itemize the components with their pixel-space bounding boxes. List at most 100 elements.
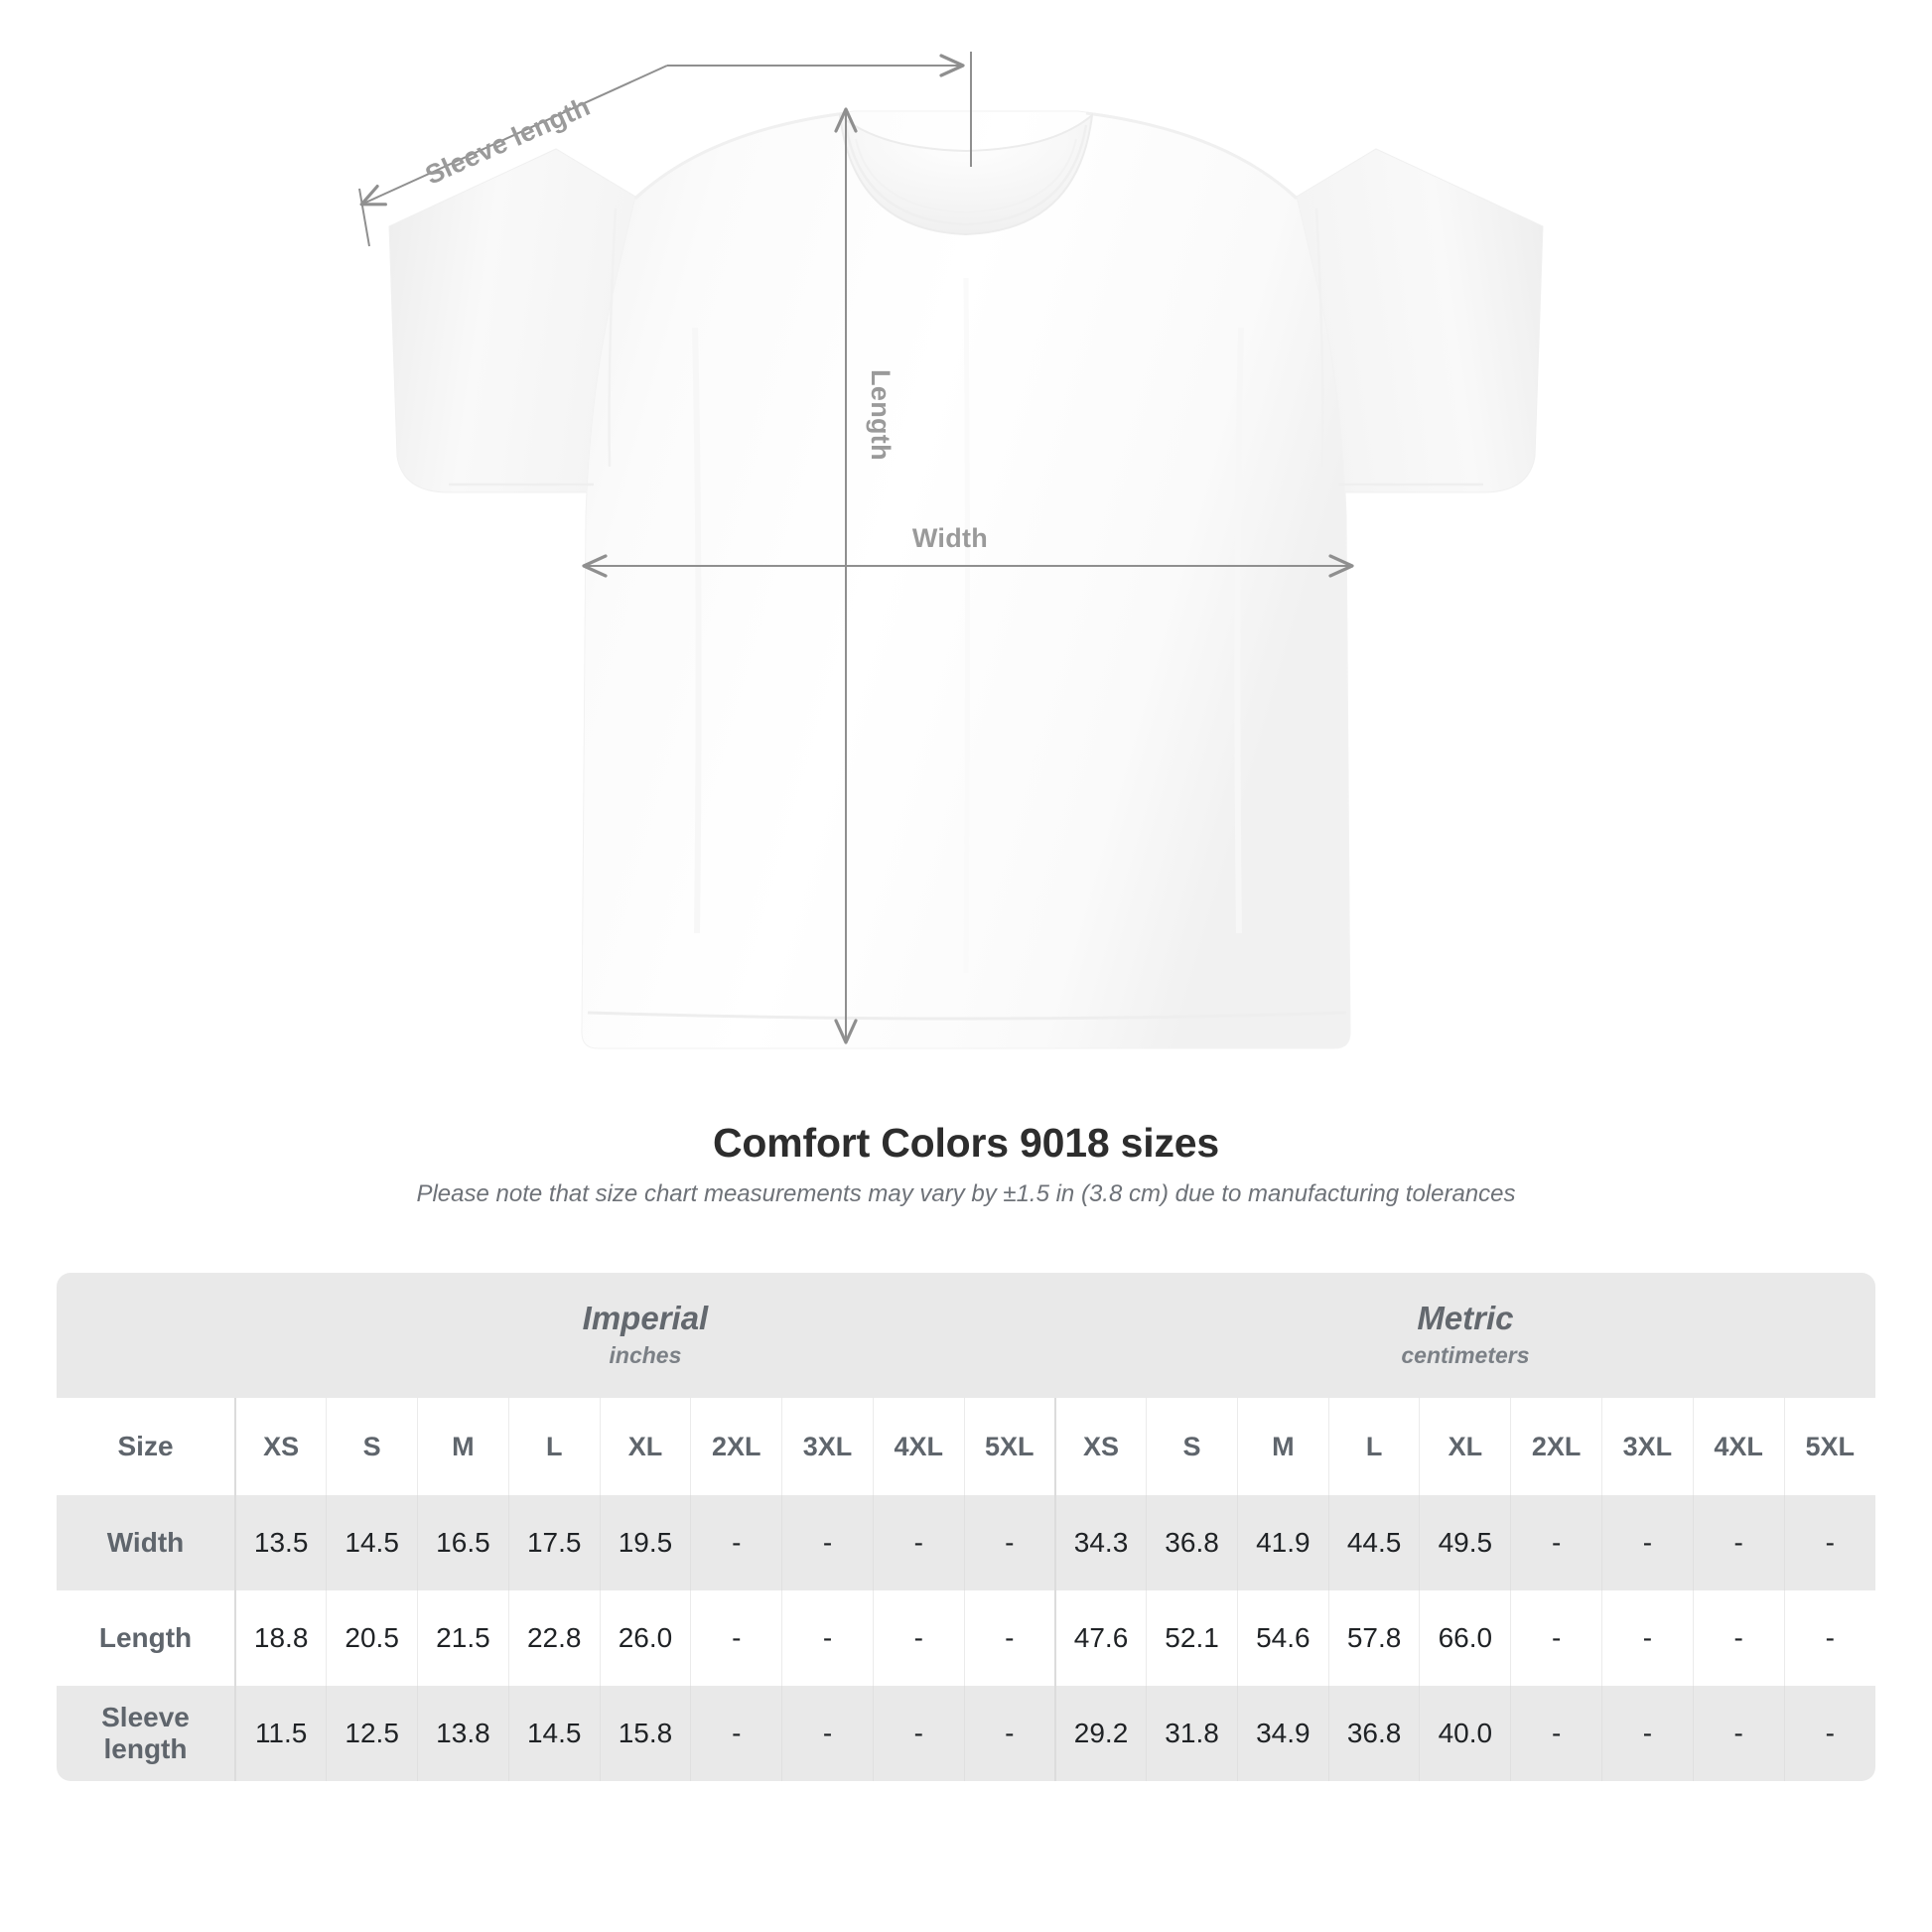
cell-metric-length-xl: 66.0 <box>1419 1590 1511 1686</box>
cell-metric-sleeve-length-xs: 29.2 <box>1053 1686 1147 1781</box>
cell-metric-length-2xl: - <box>1510 1590 1602 1686</box>
cell-metric-sleeve-length-4xl: - <box>1692 1686 1785 1781</box>
cell-imperial-width-3xl: - <box>781 1495 874 1590</box>
fabric-fold-right <box>1234 327 1244 934</box>
table-row: Length 18.8 20.5 21.5 22.8 26.0- - - -47.6 52.1 54… <box>57 1590 1875 1686</box>
unit-metric-sub: centimeters <box>1401 1342 1530 1369</box>
row-label-width: Width <box>57 1495 236 1590</box>
tshirt-illustration-svg: Sleeve length Length Width <box>358 52 1544 1049</box>
chart-header: Comfort Colors 9018 sizes Please note th… <box>0 1120 1932 1209</box>
size-header-imperial-2xl: 2XL <box>690 1398 782 1495</box>
size-header-imperial-5xl: 5XL <box>963 1398 1055 1495</box>
collar-stitch-outer <box>844 124 1088 226</box>
cell-imperial-sleeve-length-2xl: - <box>690 1686 782 1781</box>
cell-imperial-width-xl: 19.5 <box>599 1495 691 1590</box>
cell-metric-length-3xl: - <box>1601 1590 1694 1686</box>
fabric-fold-center <box>963 277 970 974</box>
right-armhole-seam <box>1314 207 1324 468</box>
cell-imperial-width-4xl: - <box>872 1495 965 1590</box>
size-header-metric-2xl: 2XL <box>1510 1398 1602 1495</box>
size-header-imperial-l: L <box>507 1398 601 1495</box>
sleeve-length-tick-left <box>358 188 370 247</box>
row-label-sleeve-length: Sleeve length <box>57 1686 236 1781</box>
cell-metric-width-s: 36.8 <box>1146 1495 1238 1590</box>
cell-imperial-sleeve-length-l: 14.5 <box>507 1686 601 1781</box>
table-head: Imperial inches Metric centimeters Size … <box>57 1273 1875 1495</box>
width-label: Width <box>912 523 988 553</box>
cell-metric-length-4xl: - <box>1692 1590 1785 1686</box>
cell-imperial-length-l: 22.8 <box>507 1590 601 1686</box>
row-label-length: Length <box>57 1590 236 1686</box>
size-header-imperial-m: M <box>417 1398 509 1495</box>
cell-metric-width-5xl: - <box>1783 1495 1875 1590</box>
fabric-fold-left <box>692 327 702 934</box>
cell-imperial-length-4xl: - <box>872 1590 965 1686</box>
cell-imperial-sleeve-length-5xl: - <box>963 1686 1055 1781</box>
cell-metric-sleeve-length-s: 31.8 <box>1146 1686 1238 1781</box>
cell-imperial-width-m: 16.5 <box>417 1495 509 1590</box>
cell-metric-length-m: 54.6 <box>1236 1590 1329 1686</box>
cell-imperial-width-l: 17.5 <box>507 1495 601 1590</box>
unit-metric-name: Metric <box>1417 1300 1514 1337</box>
page-subtitle: Please note that size chart measurements… <box>416 1180 1516 1208</box>
bottom-hem-stitch <box>587 1011 1347 1021</box>
cell-metric-length-l: 57.8 <box>1327 1590 1420 1686</box>
size-header-metric-4xl: 4XL <box>1692 1398 1785 1495</box>
cell-imperial-length-m: 21.5 <box>417 1590 509 1686</box>
page-title: Comfort Colors 9018 sizes <box>713 1120 1219 1166</box>
cell-metric-width-2xl: - <box>1510 1495 1602 1590</box>
cell-imperial-sleeve-length-s: 12.5 <box>326 1686 418 1781</box>
size-header-imperial-4xl: 4XL <box>872 1398 965 1495</box>
unit-imperial-name: Imperial <box>582 1300 709 1337</box>
cell-metric-width-l: 44.5 <box>1327 1495 1420 1590</box>
sleeve-length-arrow-line <box>359 65 668 207</box>
cell-imperial-width-xs: 13.5 <box>234 1495 327 1590</box>
size-header-imperial-xs: XS <box>234 1398 327 1495</box>
table-row: Sleeve length 11.5 12.5 13.8 14.5 15.8- - - -29.… <box>57 1686 1875 1781</box>
cell-metric-sleeve-length-2xl: - <box>1510 1686 1602 1781</box>
size-header-metric-5xl: 5XL <box>1783 1398 1875 1495</box>
cell-metric-length-s: 52.1 <box>1146 1590 1238 1686</box>
size-chart-table: Imperial inches Metric centimeters Size … <box>57 1273 1875 1781</box>
size-header-metric-xs: XS <box>1053 1398 1147 1495</box>
cell-metric-length-5xl: - <box>1783 1590 1875 1686</box>
cell-metric-sleeve-length-l: 36.8 <box>1327 1686 1420 1781</box>
cell-metric-width-xs: 34.3 <box>1053 1495 1147 1590</box>
cell-imperial-sleeve-length-3xl: - <box>781 1686 874 1781</box>
cell-metric-sleeve-length-5xl: - <box>1783 1686 1875 1781</box>
cell-imperial-length-xl: 26.0 <box>599 1590 691 1686</box>
cell-imperial-sleeve-length-4xl: - <box>872 1686 965 1781</box>
unit-metric-cell: Metric centimeters <box>1054 1273 1875 1398</box>
cell-imperial-length-xs: 18.8 <box>234 1590 327 1686</box>
cell-metric-width-4xl: - <box>1692 1495 1785 1590</box>
cell-metric-length-xs: 47.6 <box>1053 1590 1147 1686</box>
cell-imperial-width-2xl: - <box>690 1495 782 1590</box>
cell-imperial-sleeve-length-m: 13.8 <box>417 1686 509 1781</box>
size-header-metric-xl: XL <box>1419 1398 1511 1495</box>
tshirt-garment <box>388 110 1544 1049</box>
size-header-row: Size XS S M L XL 2XL 3XL 4XL 5XL XS S M L XL 2XL 3XL 4XL… <box>57 1398 1875 1495</box>
cell-metric-width-3xl: - <box>1601 1495 1694 1590</box>
size-chart-table-container: Imperial inches Metric centimeters Size … <box>57 1273 1875 1781</box>
cell-imperial-length-s: 20.5 <box>326 1590 418 1686</box>
size-header-metric-s: S <box>1146 1398 1238 1495</box>
size-header-imperial-xl: XL <box>599 1398 691 1495</box>
cell-imperial-width-5xl: - <box>963 1495 1055 1590</box>
cell-imperial-width-s: 14.5 <box>326 1495 418 1590</box>
left-shoulder-seam <box>633 111 847 201</box>
size-header-imperial-3xl: 3XL <box>781 1398 874 1495</box>
left-armhole-seam <box>608 207 618 468</box>
unit-banner-row: Imperial inches Metric centimeters <box>57 1273 1875 1398</box>
size-header-imperial-s: S <box>326 1398 418 1495</box>
right-shoulder-seam <box>1085 111 1299 201</box>
cell-imperial-length-5xl: - <box>963 1590 1055 1686</box>
size-header-metric-m: M <box>1236 1398 1329 1495</box>
unit-imperial-cell: Imperial inches <box>235 1273 1055 1398</box>
neck-collar <box>838 112 1094 236</box>
size-header-metric-l: L <box>1327 1398 1420 1495</box>
cell-metric-sleeve-length-m: 34.9 <box>1236 1686 1329 1781</box>
size-header-metric-3xl: 3XL <box>1601 1398 1694 1495</box>
cell-imperial-length-2xl: - <box>690 1590 782 1686</box>
unit-imperial-sub: inches <box>609 1342 682 1369</box>
cell-metric-width-m: 41.9 <box>1236 1495 1329 1590</box>
